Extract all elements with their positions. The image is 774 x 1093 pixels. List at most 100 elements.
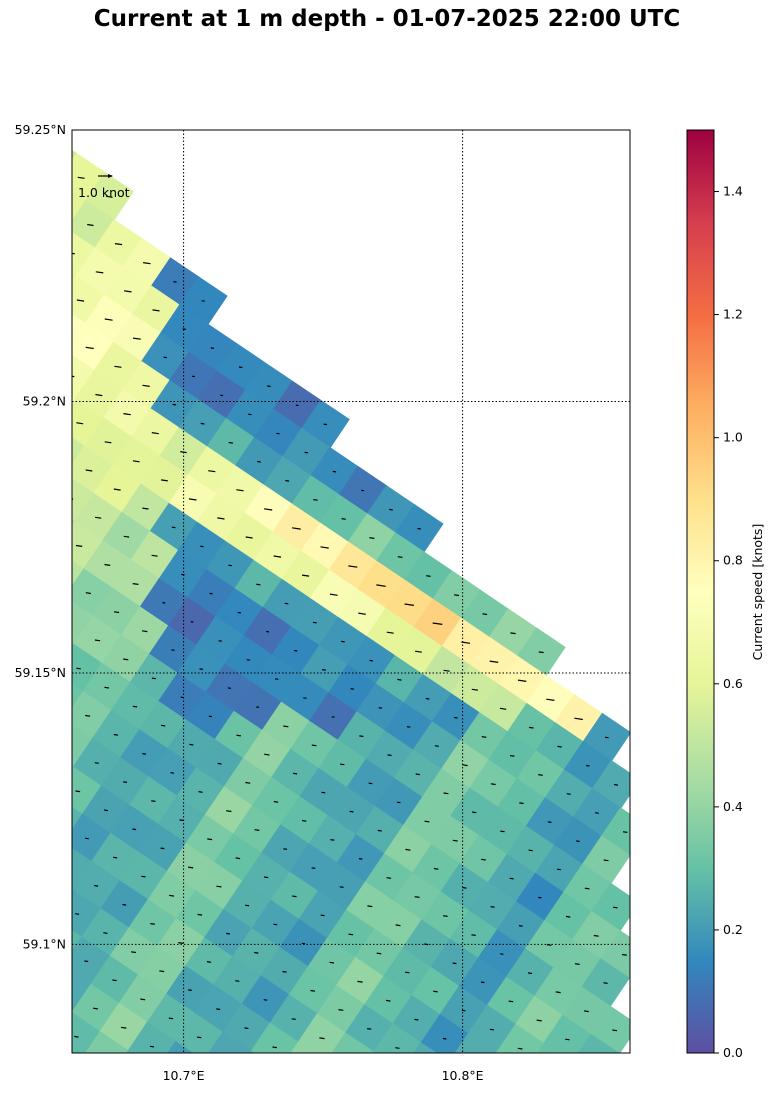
current-arrow bbox=[538, 774, 543, 776]
current-arrow bbox=[565, 1038, 570, 1041]
current-arrow bbox=[311, 867, 316, 869]
current-arrow bbox=[517, 679, 527, 682]
current-arrow bbox=[72, 375, 75, 378]
current-arrow bbox=[104, 809, 108, 812]
current-arrow bbox=[236, 489, 244, 492]
current-arrow bbox=[283, 725, 289, 728]
current-arrow bbox=[376, 952, 382, 955]
current-arrow bbox=[58, 451, 64, 452]
current-arrow bbox=[254, 829, 260, 831]
current-arrow bbox=[320, 914, 325, 917]
current-arrow bbox=[395, 1047, 400, 1049]
current-arrow bbox=[368, 782, 373, 785]
current-arrow bbox=[113, 856, 118, 859]
current-arrow bbox=[95, 271, 104, 274]
current-arrow bbox=[132, 460, 140, 463]
current-arrow bbox=[206, 961, 212, 963]
current-arrow bbox=[67, 621, 72, 622]
current-arrow bbox=[329, 593, 338, 596]
current-arrow bbox=[291, 1018, 296, 1020]
current-arrow bbox=[272, 1046, 277, 1049]
current-arrow bbox=[358, 858, 363, 860]
speed-cell bbox=[72, 724, 94, 769]
current-arrow bbox=[389, 508, 393, 511]
current-arrow bbox=[200, 422, 205, 425]
current-arrow bbox=[294, 649, 298, 652]
current-arrow bbox=[622, 1077, 626, 1078]
current-arrow bbox=[292, 772, 298, 775]
current-arrow bbox=[161, 479, 168, 482]
current-arrow bbox=[536, 1019, 542, 1022]
current-arrow bbox=[529, 726, 534, 729]
speed-cell bbox=[600, 807, 630, 857]
current-arrow bbox=[302, 574, 310, 577]
current-arrow bbox=[178, 942, 184, 944]
current-arrow bbox=[385, 999, 391, 1002]
current-arrow bbox=[104, 318, 113, 321]
current-arrow bbox=[586, 764, 590, 767]
current-arrow bbox=[341, 640, 345, 643]
speed-cell bbox=[16, 700, 65, 749]
current-arrow bbox=[594, 1058, 598, 1059]
current-arrow bbox=[454, 716, 458, 719]
current-arrow bbox=[405, 971, 410, 974]
speed-cell bbox=[72, 355, 96, 400]
current-arrow bbox=[85, 469, 93, 472]
current-arrow bbox=[302, 819, 307, 822]
current-arrow bbox=[245, 904, 250, 907]
speed-cell bbox=[577, 1033, 620, 1053]
speed-cell bbox=[72, 322, 115, 372]
speed-cell bbox=[536, 1042, 559, 1053]
current-arrow bbox=[612, 1029, 618, 1032]
plot-frame bbox=[71, 129, 631, 1054]
current-arrow bbox=[274, 678, 279, 680]
current-arrow bbox=[124, 290, 132, 293]
current-arrow bbox=[414, 1018, 419, 1021]
current-arrow bbox=[359, 735, 364, 738]
current-arrow bbox=[209, 592, 213, 595]
speed-cell bbox=[72, 889, 74, 892]
current-arrow bbox=[348, 1057, 353, 1058]
current-arrow bbox=[248, 413, 252, 416]
speed-cell bbox=[250, 1022, 300, 1053]
current-arrow bbox=[312, 621, 317, 624]
current-arrow bbox=[226, 932, 230, 935]
colorbar-tick-label: 0.8 bbox=[723, 553, 743, 568]
speed-cell bbox=[290, 1041, 315, 1053]
current-arrow bbox=[77, 176, 85, 179]
current-arrow bbox=[189, 743, 194, 746]
current-arrow bbox=[348, 933, 354, 936]
current-arrow bbox=[227, 687, 231, 689]
speed-cell bbox=[72, 152, 106, 202]
current-arrow bbox=[55, 1065, 59, 1066]
current-arrow bbox=[123, 413, 131, 416]
current-arrow bbox=[159, 970, 165, 973]
current-arrow bbox=[178, 1065, 182, 1066]
speed-cell bbox=[72, 200, 115, 249]
current-arrow bbox=[386, 877, 392, 879]
current-arrow bbox=[490, 783, 496, 786]
current-arrow bbox=[519, 802, 524, 805]
current-arrow bbox=[66, 744, 71, 745]
current-arrow bbox=[397, 556, 403, 558]
speed-cell bbox=[72, 936, 111, 986]
current-arrow bbox=[313, 499, 318, 501]
current-arrow bbox=[310, 989, 316, 992]
current-arrow bbox=[510, 632, 516, 635]
current-arrow bbox=[74, 1035, 79, 1038]
current-arrow bbox=[87, 223, 94, 227]
current-arrow bbox=[254, 1075, 258, 1076]
current-arrow bbox=[57, 574, 63, 575]
current-arrow bbox=[603, 859, 609, 862]
current-arrow bbox=[152, 309, 160, 312]
current-arrow bbox=[106, 195, 113, 198]
current-arrow bbox=[114, 243, 123, 246]
current-arrow bbox=[173, 281, 177, 283]
current-arrow bbox=[172, 403, 177, 406]
current-arrow bbox=[395, 924, 401, 927]
current-arrow bbox=[527, 972, 533, 975]
current-arrow bbox=[142, 384, 150, 387]
current-arrow bbox=[462, 886, 467, 889]
current-arrow bbox=[93, 1007, 98, 1010]
current-arrow bbox=[273, 555, 282, 558]
